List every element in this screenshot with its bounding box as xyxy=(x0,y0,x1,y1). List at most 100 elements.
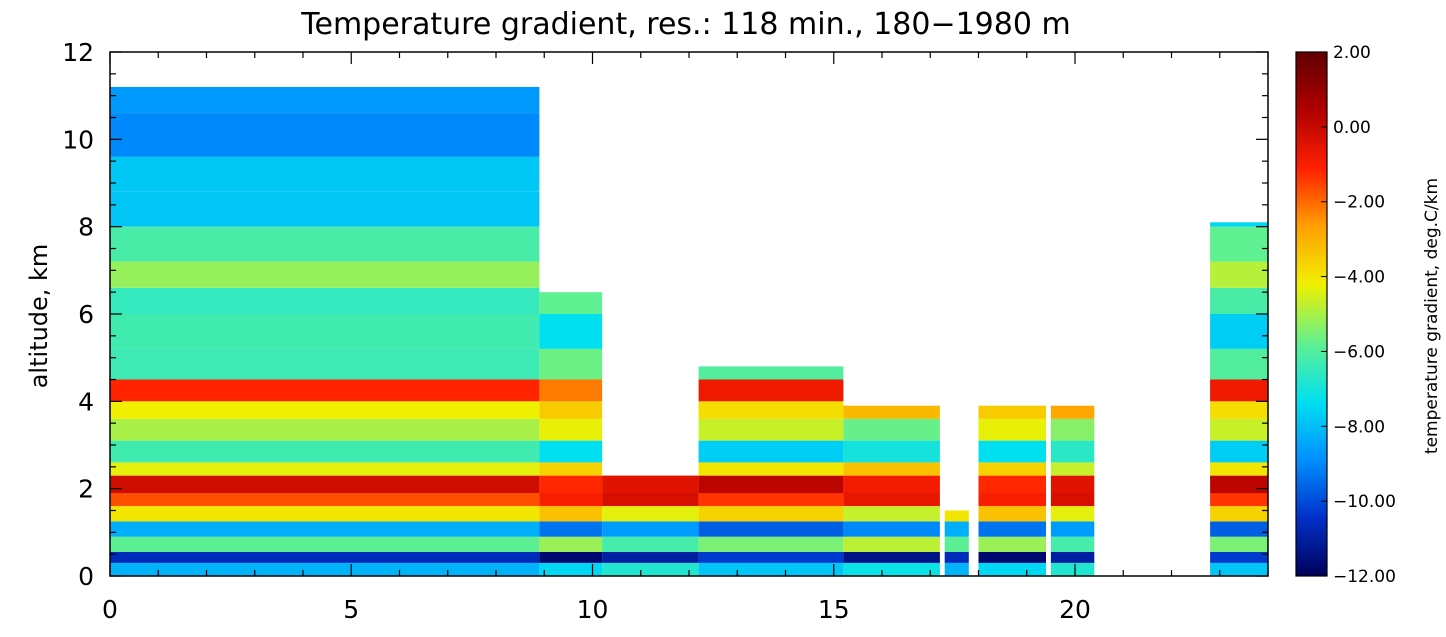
heatmap-cell xyxy=(1050,562,1095,576)
colorbar-tick-label: −12.00 xyxy=(1333,567,1396,587)
heatmap-cell xyxy=(110,418,540,441)
heatmap-cell xyxy=(843,475,940,494)
y-tick-label: 6 xyxy=(78,300,94,329)
heatmap-cell xyxy=(843,552,940,563)
heatmap-cell xyxy=(1210,552,1268,563)
heatmap-cell xyxy=(110,156,540,192)
heatmap-cell xyxy=(1050,405,1095,419)
heatmap-cell xyxy=(978,552,1046,563)
y-axis-label: altitude, km xyxy=(25,244,53,389)
heatmap-cell xyxy=(1210,287,1268,314)
heatmap-cell xyxy=(978,475,1046,494)
heatmap-cell xyxy=(698,462,844,476)
colorbar: 2.00 0.00 −2.00 −4.00 −6.00 −8.00 −10.00 −12.00 xyxy=(1295,43,1396,587)
heatmap-cell xyxy=(1050,475,1095,494)
colorbar-tick-label: 2.00 xyxy=(1333,43,1371,63)
heatmap-cell xyxy=(978,562,1046,576)
heatmap-cell xyxy=(1210,222,1268,227)
heatmap-cell xyxy=(978,536,1046,552)
y-tick-label: 8 xyxy=(78,213,94,242)
colorbar-tick-label: −10.00 xyxy=(1333,492,1396,512)
y-tick-label: 10 xyxy=(62,125,94,154)
heatmap-cell xyxy=(978,405,1046,419)
heatmap-cell xyxy=(978,521,1046,537)
heatmap-cell xyxy=(539,314,603,349)
heatmap-cell xyxy=(1050,521,1095,537)
heatmap-cell xyxy=(539,552,603,563)
heatmap-cell xyxy=(944,510,969,522)
chart-title: Temperature gradient, res.: 118 min., 18… xyxy=(300,7,1070,42)
heatmap-cell xyxy=(110,462,540,476)
y-axis: 0 2 4 6 8 10 12 xyxy=(62,38,1268,591)
heatmap-cell xyxy=(1210,401,1268,419)
heatmap-cell xyxy=(698,418,844,441)
colorbar-tick-label: −6.00 xyxy=(1333,342,1385,362)
heatmap-cell xyxy=(698,506,844,522)
heatmap-cell xyxy=(539,292,603,314)
heatmap-cell xyxy=(110,475,540,494)
heatmap-cell xyxy=(698,562,844,576)
heatmap-cell xyxy=(110,226,540,262)
y-tick-label: 0 xyxy=(78,562,94,591)
heatmap-cell xyxy=(698,475,844,494)
heatmap-cell xyxy=(978,440,1046,463)
heatmap-cell xyxy=(110,86,540,114)
heatmap-cell xyxy=(1050,418,1095,441)
heatmap-cell xyxy=(539,562,603,576)
heatmap-cell xyxy=(539,440,603,463)
x-tick-label: 5 xyxy=(343,595,359,624)
colorbar-bar xyxy=(1295,51,1328,577)
heatmap-cell xyxy=(843,405,940,419)
heatmap-cell xyxy=(843,506,940,522)
heatmap-cell xyxy=(698,401,844,419)
heatmap-cell xyxy=(110,521,540,537)
heatmap-cell xyxy=(698,440,844,463)
heatmap-cell xyxy=(602,536,699,552)
heatmap-cell xyxy=(1210,314,1268,349)
heatmap-cell xyxy=(698,536,844,552)
heatmap-cell xyxy=(978,493,1046,507)
heatmap-cell xyxy=(1210,440,1268,463)
heatmap-cell xyxy=(1210,462,1268,476)
colorbar-label: temperature gradient, deg.C/km xyxy=(1422,178,1442,454)
heatmap-cell xyxy=(1210,562,1268,576)
heatmap-cell xyxy=(539,379,603,402)
y-tick-label: 4 xyxy=(78,387,94,416)
heatmap-cell xyxy=(843,536,940,552)
heatmap-cell xyxy=(698,493,844,507)
heatmap-cell xyxy=(539,506,603,522)
colorbar-tick-label: −8.00 xyxy=(1333,417,1385,437)
heatmap-cell xyxy=(602,552,699,563)
heatmap-cell xyxy=(978,462,1046,476)
heatmap-cell xyxy=(944,521,969,537)
heatmap-cell xyxy=(978,418,1046,441)
heatmap-cell xyxy=(1210,379,1268,402)
heatmap-cell xyxy=(602,506,699,522)
heatmap-cell xyxy=(1210,521,1268,537)
heatmap-cell xyxy=(539,493,603,507)
heatmap-cell xyxy=(843,440,940,463)
heatmap-cell xyxy=(1210,226,1268,262)
heatmap-cell xyxy=(110,401,540,419)
colorbar-tick-label: −4.00 xyxy=(1333,268,1385,288)
colorbar-tick-label: −2.00 xyxy=(1333,193,1385,213)
heatmap-cell xyxy=(539,348,603,380)
x-axis: 0 5 10 15 20 xyxy=(102,52,1269,624)
y-tick-label: 12 xyxy=(62,38,94,67)
heatmap-cell xyxy=(110,493,540,507)
heatmap-cell xyxy=(698,552,844,563)
x-tick-label: 20 xyxy=(1059,595,1091,624)
heatmap-cells xyxy=(110,86,1268,576)
heatmap-cell xyxy=(602,521,699,537)
heatmap-cell xyxy=(1210,493,1268,507)
heatmap-cell xyxy=(843,418,940,441)
heatmap-cell xyxy=(539,536,603,552)
heatmap-cell xyxy=(1050,506,1095,522)
heatmap-cell xyxy=(539,462,603,476)
heatmap-cell xyxy=(1210,475,1268,494)
heatmap-cell xyxy=(1050,462,1095,476)
heatmap-cell xyxy=(698,366,844,380)
heatmap-cell xyxy=(539,401,603,419)
heatmap-cell xyxy=(539,418,603,441)
